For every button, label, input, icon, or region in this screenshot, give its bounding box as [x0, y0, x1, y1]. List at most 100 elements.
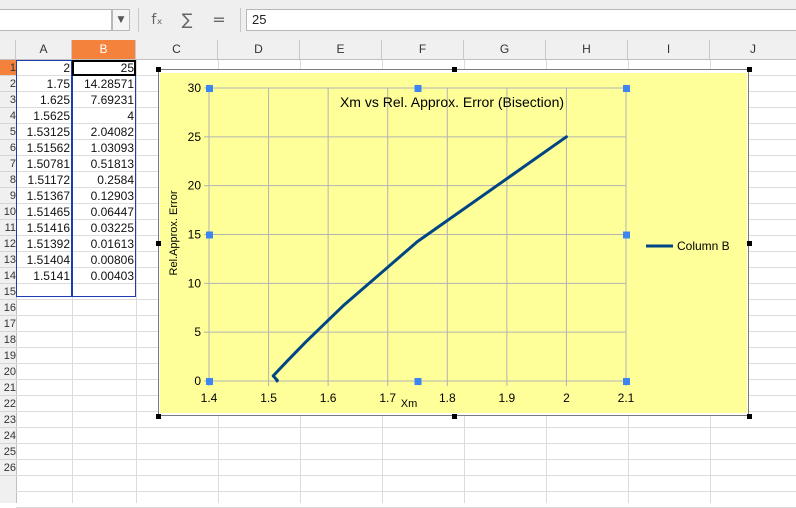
- x-tick-label: 1.8: [439, 391, 456, 405]
- cell-a5[interactable]: 1.53125: [26, 125, 70, 139]
- column-header-bar: A B C D E F G H I J: [0, 40, 796, 60]
- row-header[interactable]: 18: [0, 332, 16, 348]
- grid-row-line: [16, 459, 796, 460]
- row-header[interactable]: 11: [0, 220, 16, 236]
- cell-a13[interactable]: 1.51404: [26, 253, 70, 267]
- cell-b14[interactable]: 0.00403: [90, 269, 134, 283]
- row-header[interactable]: 12: [0, 236, 16, 252]
- row-header[interactable]: 24: [0, 428, 16, 444]
- cell-b11[interactable]: 0.03225: [90, 221, 134, 235]
- cell-b13[interactable]: 0.00806: [90, 253, 134, 267]
- chart-title: Xm vs Rel. Approx. Error (Bisection): [340, 94, 564, 110]
- equals-icon[interactable]: =: [212, 10, 226, 29]
- row-header[interactable]: 6: [0, 140, 16, 156]
- cell-a11[interactable]: 1.51416: [26, 221, 70, 235]
- toolbar-divider: [138, 8, 139, 32]
- y-tick-label: 10: [188, 276, 202, 290]
- column-header-b[interactable]: B: [72, 40, 136, 59]
- formula-input[interactable]: 25: [246, 9, 796, 31]
- row-header[interactable]: 9: [0, 188, 16, 204]
- cell-b6[interactable]: 1.03093: [90, 141, 134, 155]
- name-box[interactable]: [0, 9, 112, 31]
- chart-resize-handle[interactable]: [156, 240, 161, 246]
- chart-resize-handle[interactable]: [451, 67, 457, 72]
- cell-a14[interactable]: 1.5141: [33, 269, 70, 283]
- formula-toolbar: ▼ fₓ ∑ = 25: [0, 0, 796, 41]
- chart-object[interactable]: 0 5 10 15 20 25 30 1.4 1.5 1.6 1.7 1.8 1.9 2 2.1 Xm vs …: [156, 67, 752, 419]
- cell-a8[interactable]: 1.51172: [27, 173, 71, 187]
- row-header[interactable]: 15: [0, 284, 16, 300]
- cell-b3[interactable]: 7.69231: [90, 93, 134, 107]
- row-header[interactable]: 5: [0, 124, 16, 140]
- x-tick-label: 1.7: [379, 391, 396, 405]
- column-header-a[interactable]: A: [16, 40, 72, 59]
- column-header-g[interactable]: G: [464, 40, 546, 59]
- cell-a1[interactable]: 2: [63, 61, 70, 75]
- row-header[interactable]: 1: [0, 60, 16, 76]
- column-header-c[interactable]: C: [136, 40, 218, 59]
- chart-resize-handle[interactable]: [156, 67, 161, 72]
- chart-background: [160, 73, 747, 413]
- cell-a10[interactable]: 1.51465: [26, 205, 70, 219]
- select-all-corner[interactable]: [0, 40, 16, 59]
- cell-a7[interactable]: 1.50781: [26, 157, 70, 171]
- row-header[interactable]: 25: [0, 444, 16, 460]
- x-tick-label: 1.9: [499, 391, 516, 405]
- chevron-down-icon[interactable]: ▼: [112, 9, 130, 31]
- plot-area-handle: [206, 85, 213, 92]
- cell-a4[interactable]: 1.5625: [33, 109, 70, 123]
- row-header[interactable]: 23: [0, 412, 16, 428]
- cell-a2[interactable]: 1.75: [46, 77, 70, 91]
- plot-area-handle: [206, 231, 213, 239]
- row-header[interactable]: 19: [0, 348, 16, 364]
- plot-area-handle: [414, 378, 422, 385]
- grid-row-line: [16, 427, 796, 428]
- row-header[interactable]: 2: [0, 76, 16, 92]
- chart-resize-handle[interactable]: [156, 414, 161, 419]
- row-header[interactable]: 4: [0, 108, 16, 124]
- y-tick-label: 15: [188, 228, 202, 242]
- cell-b1[interactable]: 25: [120, 61, 134, 75]
- cell-b2[interactable]: 14.28571: [83, 77, 134, 91]
- cell-b12[interactable]: 0.01613: [90, 237, 134, 251]
- cell-b7[interactable]: 0.51813: [90, 157, 134, 171]
- cell-a6[interactable]: 1.51562: [26, 141, 70, 155]
- column-header-h[interactable]: H: [546, 40, 628, 59]
- series-line-column-b: [271, 135, 568, 383]
- column-header-d[interactable]: D: [218, 40, 300, 59]
- row-header[interactable]: 7: [0, 156, 16, 172]
- cell-b4[interactable]: 4: [127, 109, 134, 123]
- cell-b9[interactable]: 0.12903: [90, 189, 134, 203]
- row-header[interactable]: 26: [0, 460, 16, 476]
- cell-a9[interactable]: 1.51367: [26, 189, 70, 203]
- column-header-e[interactable]: E: [300, 40, 382, 59]
- row-header[interactable]: 13: [0, 252, 16, 268]
- cell-b5[interactable]: 2.04082: [90, 125, 134, 139]
- column-header-i[interactable]: I: [628, 40, 710, 59]
- row-header[interactable]: 22: [0, 396, 16, 412]
- row-header[interactable]: 14: [0, 268, 16, 284]
- row-header[interactable]: 21: [0, 380, 16, 396]
- plot-area-handle: [623, 378, 630, 385]
- column-header-j[interactable]: J: [750, 42, 756, 56]
- cell-a12[interactable]: 1.51392: [26, 237, 70, 251]
- row-header[interactable]: 8: [0, 172, 16, 188]
- row-header[interactable]: 20: [0, 364, 16, 380]
- row-header[interactable]: 3: [0, 92, 16, 108]
- row-header[interactable]: 16: [0, 300, 16, 316]
- grid-row-line: [16, 443, 796, 444]
- function-wizard-icon[interactable]: fₓ: [151, 12, 163, 28]
- chart-resize-handle[interactable]: [747, 414, 752, 419]
- cell-b10[interactable]: 0.06447: [90, 205, 134, 219]
- chart-resize-handle[interactable]: [451, 414, 457, 419]
- x-tick-label: 1.6: [320, 391, 337, 405]
- column-header-f[interactable]: F: [382, 40, 464, 59]
- cell-b8[interactable]: 0.2584: [97, 173, 134, 187]
- row-header[interactable]: 17: [0, 316, 16, 332]
- sum-icon[interactable]: ∑: [181, 10, 193, 29]
- chart-resize-handle[interactable]: [747, 240, 752, 246]
- cell-a3[interactable]: 1.625: [39, 93, 70, 107]
- x-tick-label: 2.1: [618, 391, 635, 405]
- chart-resize-handle[interactable]: [747, 67, 752, 72]
- row-header[interactable]: 10: [0, 204, 16, 220]
